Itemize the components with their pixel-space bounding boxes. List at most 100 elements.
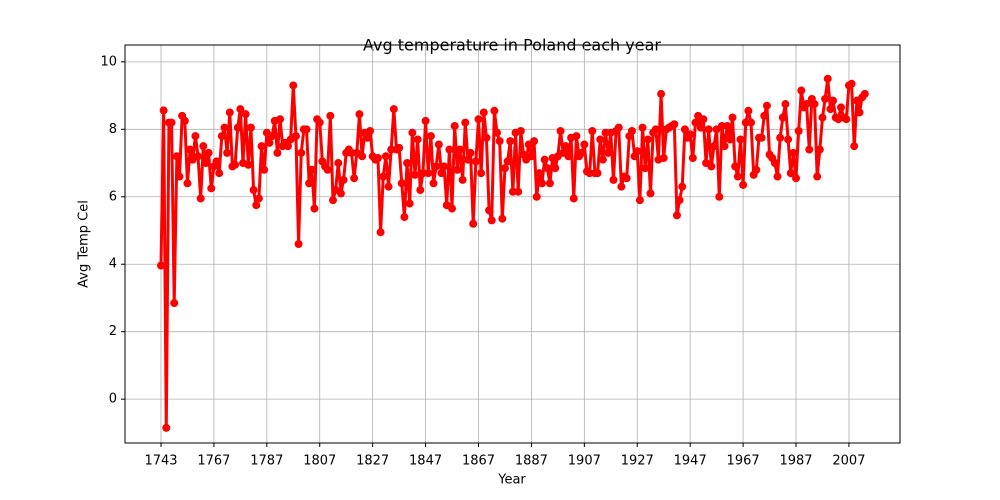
point	[860, 89, 869, 98]
point	[527, 152, 536, 161]
point	[757, 133, 766, 142]
point	[725, 135, 734, 144]
point	[217, 132, 226, 141]
x-tick-label: 1947	[674, 454, 707, 469]
point	[254, 194, 263, 203]
point	[593, 169, 602, 178]
point	[310, 204, 319, 213]
point	[458, 175, 467, 184]
point	[723, 121, 732, 130]
y-tick-label: 6	[109, 189, 117, 204]
x-tick-label: 1927	[621, 454, 654, 469]
x-tick-label: 1867	[462, 454, 495, 469]
point	[609, 175, 618, 184]
point	[752, 165, 761, 174]
point	[397, 179, 406, 188]
point	[474, 115, 483, 124]
point	[302, 125, 311, 134]
point	[588, 127, 597, 136]
point	[821, 94, 830, 103]
point	[646, 189, 655, 198]
point	[191, 132, 200, 141]
point	[194, 152, 203, 161]
x-tick-label: 1907	[568, 454, 601, 469]
point	[728, 113, 737, 122]
point	[672, 211, 681, 220]
point	[493, 128, 502, 137]
point	[498, 214, 507, 223]
point	[614, 123, 623, 132]
point	[789, 148, 798, 157]
point	[432, 162, 441, 171]
point	[175, 172, 184, 181]
y-tick-label: 10	[100, 54, 117, 69]
y-tick-label: 0	[109, 392, 117, 407]
point	[617, 182, 626, 191]
point	[231, 160, 240, 169]
point	[707, 162, 716, 171]
point	[249, 186, 258, 195]
point	[421, 116, 430, 125]
point	[784, 135, 793, 144]
point	[305, 179, 314, 188]
point	[461, 118, 470, 127]
point	[514, 187, 523, 196]
x-tick-label: 1967	[727, 454, 760, 469]
point	[823, 74, 832, 83]
point	[733, 172, 742, 181]
point	[657, 89, 666, 98]
x-tick-label: 1827	[356, 454, 389, 469]
point	[532, 192, 541, 201]
point	[720, 142, 729, 151]
point	[635, 196, 644, 205]
point	[659, 153, 668, 162]
point	[604, 148, 613, 157]
point	[760, 111, 769, 120]
point	[252, 201, 261, 210]
point	[437, 169, 446, 178]
y-axis-label: Avg Temp Cel	[77, 200, 92, 288]
point	[569, 194, 578, 203]
point	[622, 174, 631, 183]
point	[638, 123, 647, 132]
point	[564, 152, 573, 161]
point	[424, 169, 433, 178]
point	[201, 159, 210, 168]
point	[802, 100, 811, 109]
point	[643, 135, 652, 144]
point	[273, 148, 282, 157]
point	[410, 170, 419, 179]
point	[805, 145, 814, 154]
point	[744, 106, 753, 115]
point	[471, 157, 480, 166]
point	[815, 145, 824, 154]
x-tick-label: 1987	[779, 454, 812, 469]
point	[770, 159, 779, 168]
point	[847, 79, 856, 88]
point	[162, 423, 171, 432]
point	[781, 100, 790, 109]
point	[405, 199, 414, 208]
point	[540, 155, 549, 164]
point	[450, 121, 459, 130]
point	[850, 142, 859, 151]
point	[156, 261, 165, 270]
point	[241, 110, 250, 119]
point	[236, 105, 245, 114]
point	[207, 184, 216, 193]
point	[545, 179, 554, 188]
point	[477, 169, 486, 178]
x-tick-label: 1847	[409, 454, 442, 469]
point	[244, 160, 253, 169]
point	[426, 132, 435, 141]
point	[379, 172, 388, 181]
point	[225, 108, 234, 117]
point	[704, 125, 713, 134]
point	[794, 127, 803, 136]
point	[776, 133, 785, 142]
point	[686, 130, 695, 139]
point	[479, 108, 488, 117]
point	[495, 137, 504, 146]
